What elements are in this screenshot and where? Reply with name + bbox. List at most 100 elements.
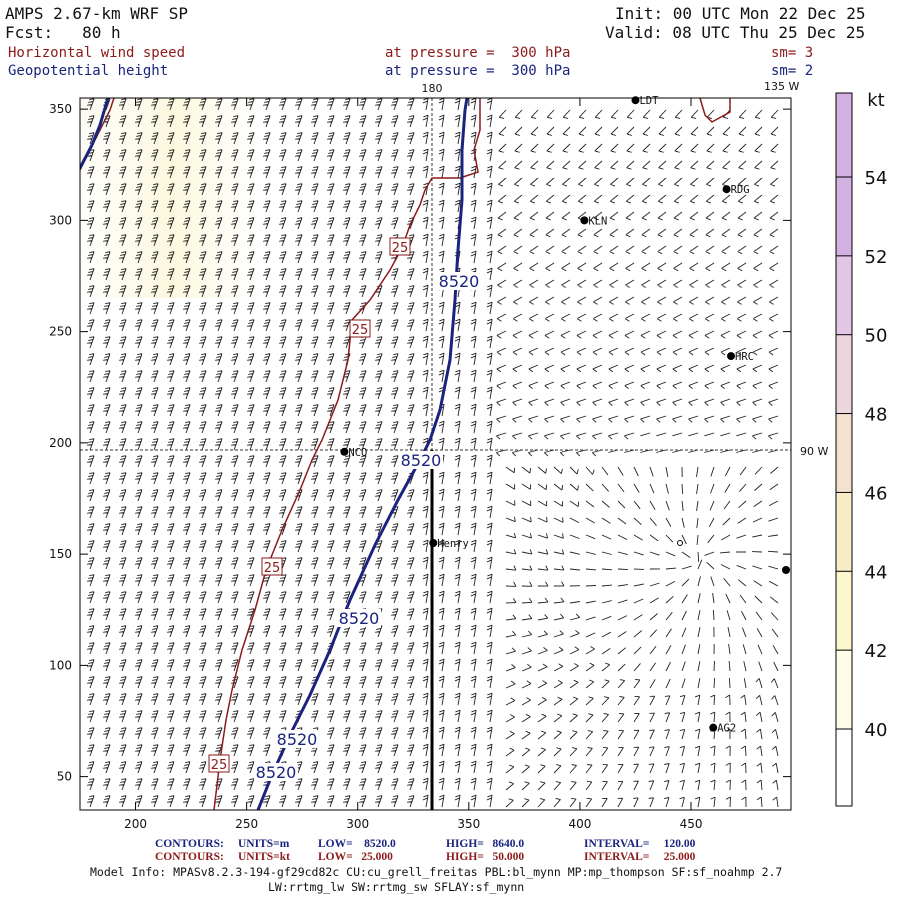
height-contour-label-bg: [337, 609, 381, 627]
wind-contour-label: 25: [211, 758, 228, 773]
field2-level: at pressure = 300 hPa: [385, 63, 571, 79]
lon-135w-label: 135 W: [764, 80, 799, 93]
height-contour-8520-west: [80, 98, 110, 169]
height-contour-8520: [256, 98, 469, 810]
wind-contour-label-box: [349, 319, 371, 338]
height-contour-label-bg: [399, 451, 443, 469]
station-marker: [727, 352, 736, 361]
lon-90w-label: 90 W: [800, 445, 828, 458]
color-bar: 40 42 44 46 48 50 52 54 kt: [835, 90, 888, 807]
contours2-units: UNITS=kt: [238, 851, 290, 863]
height-contour-label-bg: [254, 763, 298, 781]
valid-time: Valid: 08 UTC Thu 25 Dec 25: [605, 23, 866, 42]
init-time: Init: 00 UTC Mon 22 Dec 25: [615, 4, 866, 23]
station-marker: [580, 216, 589, 225]
color-bar-swatch: [836, 650, 852, 729]
color-bar-swatch: [836, 255, 852, 335]
height-contour-label: 8520: [277, 730, 318, 749]
height-contour-label: 8520: [339, 609, 380, 628]
color-bar-label: 52: [865, 247, 888, 268]
y-tick-label: 50: [57, 770, 72, 784]
color-bar-label: 46: [865, 483, 888, 504]
x-tick-label: 350: [457, 817, 480, 831]
color-bar-swatch: [836, 413, 852, 493]
speed-shading: [80, 98, 260, 298]
station-marker: [722, 185, 731, 194]
model-info-physics: LW:rrtmg_lw SW:rrtmg_sw SFLAY:sf_mynn: [268, 880, 525, 894]
wind-contour-label: 25: [264, 561, 281, 576]
height-contours: [80, 98, 469, 810]
y-tick-label: 100: [49, 658, 72, 672]
color-bar-label: 40: [865, 720, 888, 741]
wind-contour-label-box: [208, 754, 230, 773]
lon-180-label: 180: [422, 82, 443, 95]
station-marker: [631, 96, 640, 105]
wind-contour-labels: 25 25 25 25: [208, 237, 411, 773]
wind-contour-label: 25: [392, 241, 409, 256]
height-contour-label: 8520: [439, 272, 480, 291]
station-marker-edge: [782, 566, 790, 574]
forecast-hour: Fcst: 80 h: [5, 23, 121, 42]
color-bar-unit: kt: [867, 90, 884, 111]
field1-name: Horizontal wind speed: [8, 45, 186, 61]
open-circle-marker: [677, 540, 683, 546]
color-bar-label: 44: [865, 562, 888, 583]
station-label: KLN: [588, 215, 607, 227]
plot-frame: [79, 97, 792, 811]
height-contour-label: 8520: [401, 451, 442, 470]
y-tick-label: 150: [49, 547, 72, 561]
x-axis: 200 250 300 350 400 450: [124, 98, 702, 831]
x-tick-label: 300: [346, 817, 369, 831]
x-tick-label: 400: [568, 817, 591, 831]
color-bar-outline: [835, 92, 853, 807]
field1-level: at pressure = 300 hPa: [385, 45, 571, 61]
color-bar-swatch: [836, 93, 852, 256]
color-bar-swatch: [836, 571, 852, 651]
wind-contour-label-box: [261, 557, 283, 576]
model-title: AMPS 2.67-km WRF SP: [5, 4, 189, 23]
field2-name: Geopotential height: [8, 63, 169, 79]
station-label: HRC: [735, 351, 754, 363]
x-tick-label: 200: [124, 817, 147, 831]
wind-contour-label: 25: [352, 323, 369, 338]
y-tick-label: 250: [49, 325, 72, 339]
station-label: NCO: [348, 447, 367, 459]
color-bar-label: 54: [865, 168, 888, 189]
color-bar-swatch: [836, 492, 852, 572]
stations: LDT RDG KLN HRC NCO Henry AG2: [340, 95, 790, 735]
height-contour-label-bg: [275, 730, 319, 748]
station-marker: [429, 539, 438, 547]
y-axis: 50 100 150 200 250 300 350: [49, 102, 791, 784]
contours2-high: HIGH= 50.000: [446, 851, 525, 863]
x-tick-label: 250: [235, 817, 258, 831]
color-bar-label: 48: [865, 405, 888, 426]
color-bar-swatch: [836, 334, 852, 414]
y-tick-label: 200: [49, 436, 72, 450]
contours1-label: CONTOURS:: [155, 838, 224, 850]
y-tick-label: 300: [49, 213, 72, 227]
y-tick-label: 350: [49, 102, 72, 116]
station-marker: [709, 723, 718, 732]
x-tick-label: 450: [680, 817, 703, 831]
model-info: Model Info: MPASv8.2.3-194-gf29cd82c CU:…: [90, 865, 783, 879]
height-contour-label-bg: [437, 272, 481, 290]
height-contour-label: 8520: [256, 763, 297, 782]
contours1-units: UNITS=m: [238, 838, 290, 850]
station-label: Henry: [437, 538, 469, 550]
wind-contour-25-north: [699, 98, 731, 123]
height-contour-labels: 8520 8520 8520 8520 8520: [254, 272, 481, 782]
contours2-low: LOW= 25.000: [318, 851, 393, 863]
contours2-label: CONTOURS:: [155, 851, 224, 863]
station-label: LDT: [639, 95, 659, 107]
station-marker: [340, 447, 349, 456]
contours1-interval: INTERVAL= 120.00: [584, 838, 696, 850]
station-label: AG2: [717, 723, 736, 735]
field1-smoothing: sm= 3: [771, 45, 814, 61]
field2-smoothing: sm= 2: [771, 63, 814, 79]
color-bar-label: 42: [865, 641, 888, 662]
contours2-interval: INTERVAL= 25.000: [584, 851, 696, 863]
color-bar-label: 50: [865, 326, 888, 347]
contours1-low: LOW= 8520.0: [318, 838, 396, 850]
station-label: RDG: [731, 184, 750, 196]
